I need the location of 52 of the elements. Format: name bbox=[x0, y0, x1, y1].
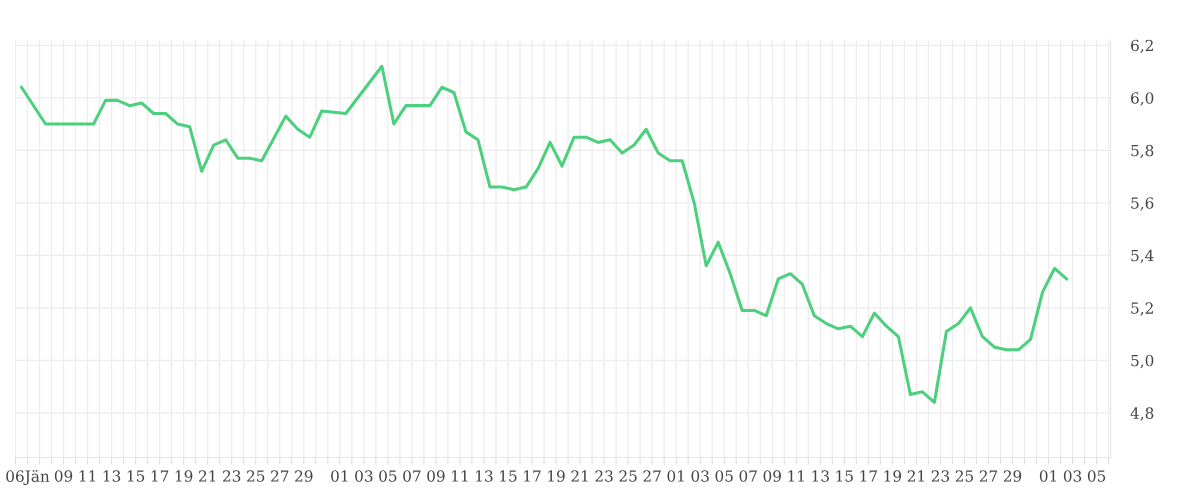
x-tick-label: 29 bbox=[295, 470, 313, 482]
x-tick-label: 11 bbox=[452, 470, 468, 482]
x-tick-label: 06Jän bbox=[6, 470, 50, 485]
y-tick-label: 5,6 bbox=[1131, 197, 1154, 211]
x-tick-label: 17 bbox=[524, 470, 541, 482]
x-tick-label: 15 bbox=[127, 470, 145, 482]
x-tick-label: 17 bbox=[151, 470, 169, 482]
x-tick-label: 23 bbox=[595, 470, 613, 482]
x-tick-label: 01 bbox=[331, 470, 348, 482]
y-tick-label: 6,0 bbox=[1131, 92, 1154, 106]
x-tick-label: 03 bbox=[355, 470, 373, 482]
x-tick-label: 01 bbox=[667, 470, 684, 482]
x-tick-label: 01 bbox=[1039, 470, 1057, 482]
x-tick-label: 05 bbox=[379, 470, 397, 482]
y-tick-label: 6,2 bbox=[1131, 39, 1153, 54]
x-tick-label: 05 bbox=[715, 470, 733, 482]
y-tick-label: 4,8 bbox=[1130, 407, 1154, 421]
x-tick-label: 27 bbox=[979, 470, 998, 482]
x-tick-label: 27 bbox=[643, 470, 661, 482]
x-tick-label: 09 bbox=[54, 470, 73, 482]
y-tick-label: 5,4 bbox=[1131, 249, 1154, 264]
x-tick-label: 15 bbox=[500, 470, 517, 482]
x-tick-label: 05 bbox=[1087, 470, 1106, 482]
x-tick-label: 29 bbox=[1003, 470, 1022, 482]
x-tick-label: 03 bbox=[691, 470, 709, 482]
x-tick-label: 21 bbox=[571, 470, 588, 482]
x-tick-label: 07 bbox=[739, 470, 757, 482]
y-tick-label: 5,8 bbox=[1131, 144, 1154, 159]
x-tick-label: 11 bbox=[79, 470, 96, 482]
x-tick-label: 09 bbox=[763, 470, 781, 482]
x-tick-label: 25 bbox=[619, 470, 637, 482]
x-tick-label: 07 bbox=[403, 470, 421, 482]
x-tick-label: 25 bbox=[955, 470, 973, 482]
x-tick-label: 13 bbox=[476, 470, 493, 482]
x-tick-label: 15 bbox=[836, 470, 853, 482]
x-tick-label: 21 bbox=[199, 470, 216, 482]
x-tick-label: 27 bbox=[271, 470, 289, 482]
x-tick-label: 25 bbox=[247, 470, 265, 482]
x-tick-label: 13 bbox=[812, 470, 829, 482]
x-tick-label: 09 bbox=[427, 470, 445, 482]
x-tick-label: 19 bbox=[548, 470, 565, 482]
x-tick-label: 23 bbox=[931, 470, 950, 482]
x-tick-label: 19 bbox=[884, 470, 902, 482]
x-tick-label: 21 bbox=[907, 470, 924, 482]
x-tick-label: 11 bbox=[788, 470, 804, 482]
y-tick-label: 5,2 bbox=[1131, 302, 1153, 316]
y-tick-label: 5,0 bbox=[1131, 354, 1154, 369]
x-tick-label: 03 bbox=[1063, 470, 1082, 482]
x-tick-label: 19 bbox=[175, 470, 193, 482]
x-tick-label: 17 bbox=[860, 470, 877, 482]
x-tick-label: 23 bbox=[223, 470, 241, 482]
x-tick-label: 13 bbox=[103, 470, 121, 482]
